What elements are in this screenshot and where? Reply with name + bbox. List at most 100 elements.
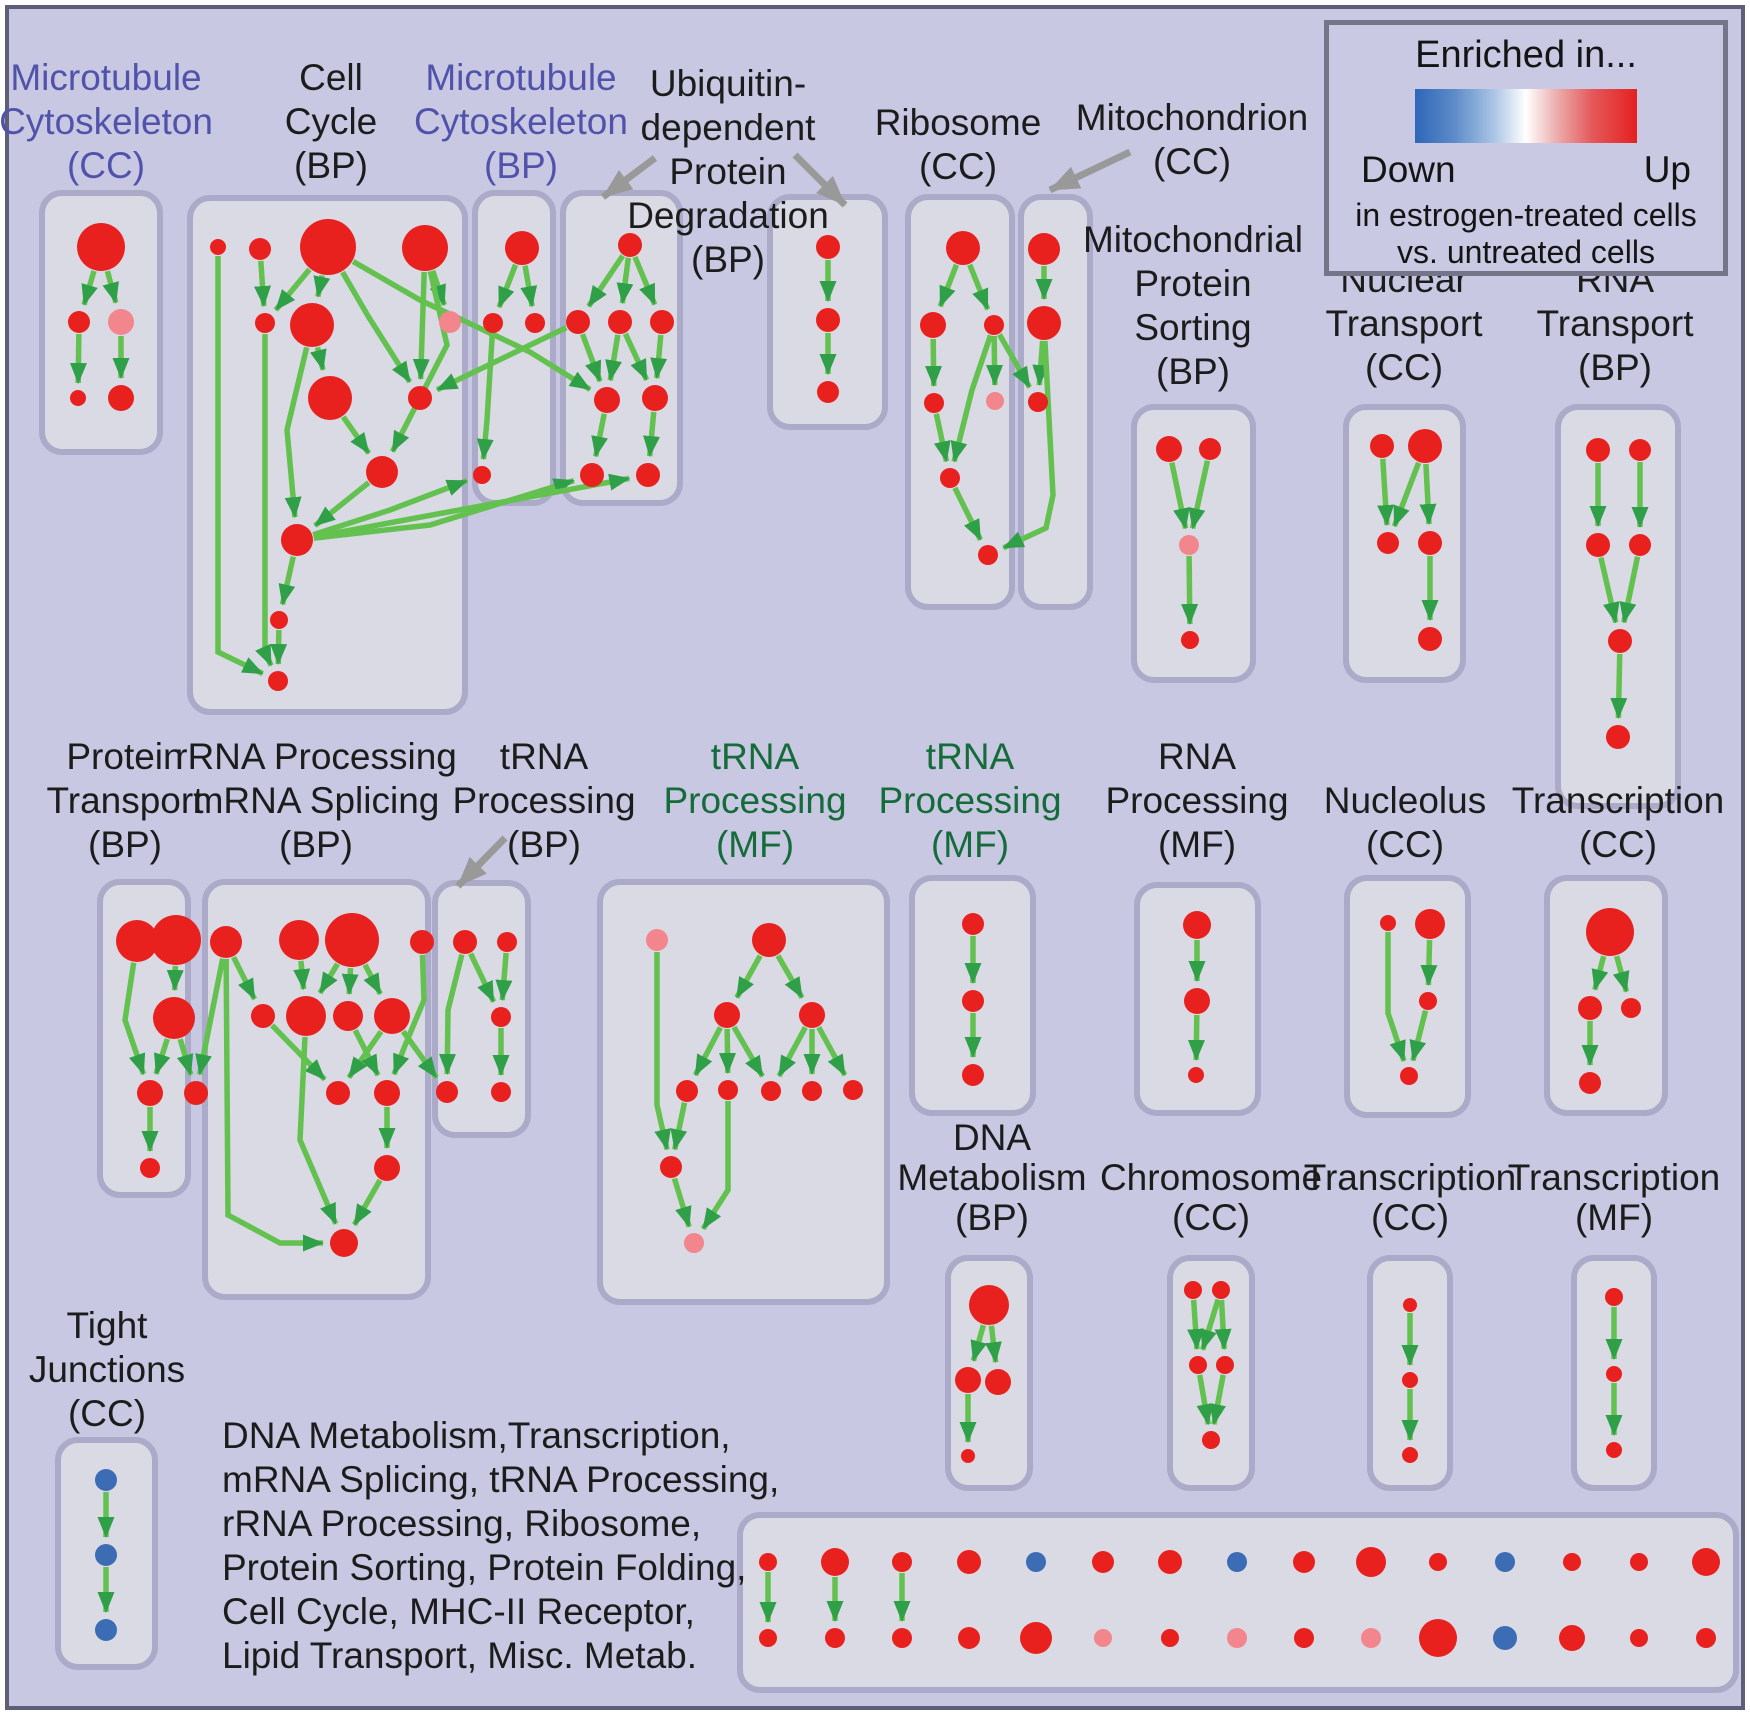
go-term-node-ribosome-cc-3	[924, 393, 944, 413]
go-term-node-rrna-processing-mrna-splicing-bp-7	[374, 998, 410, 1034]
go-term-node-nucleolus-cc-2	[1419, 992, 1437, 1010]
edge-nuclear-transport-cc	[1377, 458, 1395, 527]
go-term-node-rrna-processing-mrna-splicing-bp-6	[333, 1001, 363, 1031]
go-term-node-rrna-processing-mrna-splicing-bp-1	[279, 920, 319, 960]
go-term-node-ribosome-cc-0	[946, 231, 980, 265]
go-term-node-misc-metabolism-group-4	[1026, 1552, 1046, 1572]
edge-rrna-processing-mrna-splicing-bp	[352, 1029, 381, 1077]
legend-endpoints: Down Up	[1361, 149, 1691, 191]
go-term-node-cell-cycle-bp-3	[402, 225, 448, 271]
go-term-node-cell-cycle-bp-2	[300, 219, 356, 275]
edge-ubiquitin-degradation-bp-1	[622, 332, 650, 381]
go-term-node-nuclear-transport-cc-2	[1377, 532, 1399, 554]
go-term-node-cell-cycle-bp-0	[210, 239, 226, 255]
edge-rrna-processing-mrna-splicing-bp	[317, 962, 340, 995]
go-term-node-ubiquitin-degradation-bp-1-4	[594, 387, 620, 413]
go-term-node-microtubule-cytoskeleton-cc-4	[108, 385, 134, 411]
edge-cell-cycle-bp	[429, 269, 447, 306]
go-term-node-ubiquitin-degradation-bp-2-2	[817, 381, 839, 403]
edge-microtubule-cytoskeleton-bp	[496, 263, 519, 309]
go-term-node-ribosome-cc-1	[920, 312, 946, 338]
go-term-node-rna-transport-bp-5	[1606, 725, 1630, 749]
go-term-node-misc-metabolism-group-29	[1696, 1628, 1716, 1648]
go-term-node-microtubule-cytoskeleton-cc-3	[70, 390, 86, 406]
go-term-node-dna-metabolism-bp-1	[955, 1367, 981, 1393]
cluster-label-2: Microtubule Cytoskeleton (BP)	[414, 57, 628, 186]
go-term-node-misc-metabolism-group-27	[1559, 1625, 1585, 1651]
go-term-node-misc-metabolism-group-15	[759, 1629, 777, 1647]
cluster-box-microtubule-cytoskeleton-cc	[39, 190, 163, 455]
go-term-node-mitochondrial-protein-sorting-bp-0	[1156, 436, 1182, 462]
edge-trna-processing-bp	[438, 953, 465, 1076]
go-term-node-transcription-cc-mid-3	[1579, 1072, 1601, 1094]
edge-rrna-processing-mrna-splicing-bp	[391, 954, 427, 1076]
go-term-node-rrna-processing-mrna-splicing-bp-0	[210, 926, 242, 958]
cross-edge-rrna-processing-mrna-splicing-bp-to-protein-transport-bp	[195, 958, 226, 1076]
edge-rrna-processing-mrna-splicing-bp	[341, 967, 359, 996]
go-term-node-ubiquitin-degradation-bp-1-7	[636, 463, 660, 487]
go-term-node-transcription-mf-0	[1605, 1288, 1623, 1306]
go-term-node-mitochondrial-protein-sorting-bp-2	[1179, 535, 1199, 555]
cross-edge-ribosome-cc-to-mitochondrion-cc	[997, 333, 1032, 389]
edge-trna-processing-mf-1	[700, 1101, 731, 1231]
cluster-label-14: RNA Processing (MF)	[1105, 736, 1288, 865]
go-term-node-trna-processing-mf-1-7	[802, 1081, 822, 1101]
go-term-node-transcription-cc-mid-0	[1586, 908, 1634, 956]
go-term-node-trna-processing-bp-0	[453, 930, 477, 954]
legend-title: Enriched in...	[1415, 34, 1637, 76]
edge-ubiquitin-degradation-bp-1	[650, 334, 668, 380]
go-term-node-misc-metabolism-group-26	[1493, 1626, 1517, 1650]
edge-rna-transport-bp	[1610, 653, 1628, 720]
ubiquitin-left-arrow	[600, 155, 658, 200]
go-term-node-tight-junctions-cc-1	[95, 1544, 117, 1566]
go-term-node-chromosome-cc-2	[1189, 1356, 1207, 1374]
cluster-box-nucleolus-cc	[1344, 875, 1471, 1118]
edge-trna-processing-mf-1	[734, 954, 763, 999]
go-term-node-ubiquitin-degradation-bp-1-2	[608, 310, 632, 334]
go-term-node-misc-metabolism-group-3	[957, 1550, 981, 1574]
edge-rrna-processing-mrna-splicing-bp	[223, 958, 324, 1252]
go-term-node-rna-transport-bp-4	[1608, 629, 1632, 653]
edge-mitochondrial-protein-sorting-bp	[1188, 460, 1211, 530]
go-term-node-trna-processing-mf-1-3	[799, 1002, 825, 1028]
go-term-node-misc-metabolism-group-20	[1094, 1629, 1112, 1647]
go-term-node-misc-metabolism-group-1	[821, 1548, 849, 1576]
edge-ubiquitin-degradation-bp-1	[643, 411, 660, 458]
cluster-label-4: Ribosome (CC)	[875, 102, 1042, 187]
go-term-node-misc-metabolism-group-13	[1630, 1553, 1648, 1571]
edge-rna-transport-bp	[1598, 557, 1620, 624]
go-term-node-ribosome-cc-5	[940, 468, 960, 488]
go-term-node-dna-metabolism-bp-3	[961, 1449, 975, 1463]
cluster-label-18: Chromosome (CC)	[1100, 1157, 1322, 1238]
go-term-node-chromosome-cc-0	[1184, 1281, 1202, 1299]
edge-ubiquitin-degradation-bp-1	[605, 334, 622, 382]
go-term-node-rna-processing-mf-1	[1184, 988, 1210, 1014]
go-term-node-misc-metabolism-group-23	[1294, 1628, 1314, 1648]
go-term-node-rrna-processing-mrna-splicing-bp-5	[286, 996, 326, 1036]
edge-cell-cycle-bp	[270, 629, 288, 666]
go-term-node-nuclear-transport-cc-4	[1418, 627, 1442, 651]
legend-caption: in estrogen-treated cells vs. untreated …	[1355, 197, 1697, 271]
edge-protein-transport-bp	[153, 1038, 171, 1075]
legend-down-label: Down	[1361, 149, 1456, 190]
edge-ubiquitin-degradation-bp-1	[591, 413, 608, 458]
go-term-node-nucleolus-cc-3	[1400, 1067, 1418, 1085]
misc-categories-text: DNA Metabolism,Transcription, mRNA Splici…	[222, 1415, 779, 1676]
go-term-node-nuclear-transport-cc-1	[1408, 429, 1442, 463]
go-term-node-chromosome-cc-3	[1216, 1356, 1234, 1374]
cluster-box-trna-processing-mf-1	[597, 879, 890, 1305]
cross-edge-rrna-processing-mrna-splicing-bp-to-trna-processing-bp	[400, 1029, 439, 1080]
edge-chromosome-cc	[1187, 1299, 1205, 1351]
go-term-node-cell-cycle-bp-6	[439, 311, 461, 333]
legend-up-label: Up	[1643, 149, 1691, 190]
go-term-node-protein-transport-bp-5	[140, 1158, 160, 1178]
go-term-node-misc-metabolism-group-24	[1361, 1628, 1381, 1648]
go-term-node-misc-metabolism-group-21	[1161, 1629, 1179, 1647]
go-term-node-misc-metabolism-group-2	[892, 1552, 912, 1572]
edge-protein-transport-bp	[166, 965, 184, 992]
go-term-node-trna-processing-mf-2-1	[962, 990, 984, 1012]
go-term-node-trna-processing-mf-1-0	[646, 929, 668, 951]
go-term-node-chromosome-cc-1	[1212, 1281, 1230, 1299]
edge-trna-processing-mf-1	[692, 1026, 723, 1077]
edge-mitochondrion-cc	[1032, 340, 1050, 387]
